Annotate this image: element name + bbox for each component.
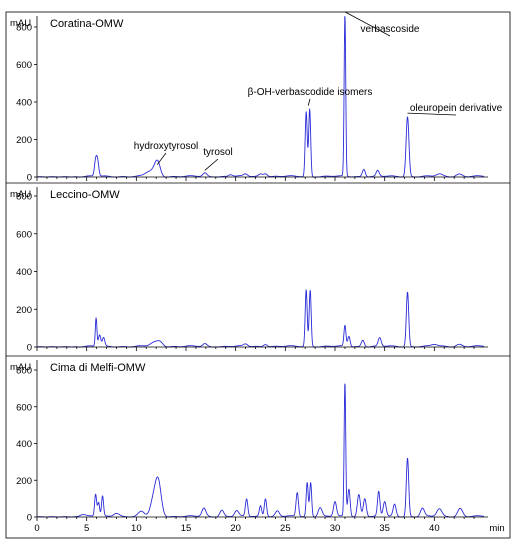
annotation-leader-line <box>407 112 457 116</box>
x-tick-label: 25 <box>280 523 291 534</box>
x-tick-label: 0 <box>34 523 39 534</box>
x-tick-label: 5 <box>84 523 89 534</box>
panel-2: mAU 0 200 400 600 800 Leccino-OMW <box>6 182 510 354</box>
y-tick-label: 600 <box>16 229 32 240</box>
x-tick-label: 35 <box>379 523 390 534</box>
y-tick-label: 0 <box>27 343 32 354</box>
y-tick-label: 600 <box>16 60 32 71</box>
annotation-leader-line <box>307 98 311 106</box>
annotation-label: oleuropein derivative <box>410 103 503 114</box>
annotation-label: β-OH-verbascodide isomers <box>248 87 373 98</box>
x-tick-label: 15 <box>181 523 192 534</box>
annotation-label: verbascoside <box>361 24 420 35</box>
x-axis-unit-label: min <box>489 523 504 534</box>
panel-title: Coratina-OMW <box>50 18 124 30</box>
y-tick-label: 400 <box>16 98 32 109</box>
y-axis-unit-label: mAU <box>10 362 31 373</box>
x-tick-label: 40 <box>429 523 440 534</box>
y-tick-label: 200 <box>16 476 32 487</box>
y-tick-label: 800 <box>16 192 32 203</box>
y-tick-label: 400 <box>16 439 32 450</box>
chromatogram-trace <box>36 383 485 518</box>
y-tick-label: 0 <box>27 173 32 184</box>
panel-3: mAU 0 200 400 600 800 Cima di Melfi-OMW 0 5 10 15 2… <box>6 355 510 534</box>
annotation-label: hydroxytyrosol <box>134 141 198 152</box>
panel-title: Leccino-OMW <box>50 189 120 201</box>
y-tick-label: 400 <box>16 267 32 278</box>
annotation-label: tyrosol <box>203 147 232 158</box>
annotation-leader-line <box>204 158 219 171</box>
panel-1: mAU 0 200 400 600 800 Coratina-OMW hydroxytyros… <box>10 11 503 184</box>
y-axis-unit-label: mAU <box>10 18 31 29</box>
y-tick-label: 200 <box>16 135 32 146</box>
panel-title: Cima di Melfi-OMW <box>50 362 146 374</box>
x-tick-label: 10 <box>131 523 142 534</box>
annotation-leader-line <box>156 152 167 165</box>
x-tick-label: 30 <box>330 523 341 534</box>
y-tick-label: 800 <box>16 366 32 377</box>
x-tick-label: 20 <box>230 523 241 534</box>
figure-frame <box>5 11 511 539</box>
y-tick-label: 0 <box>27 513 32 524</box>
y-tick-label: 200 <box>16 305 32 316</box>
chromatogram-trace <box>36 289 485 348</box>
y-axis-unit-label: mAU <box>10 189 31 200</box>
y-tick-label: 600 <box>16 402 32 413</box>
annotation-leader-line <box>344 11 391 37</box>
y-tick-label: 800 <box>16 23 32 34</box>
